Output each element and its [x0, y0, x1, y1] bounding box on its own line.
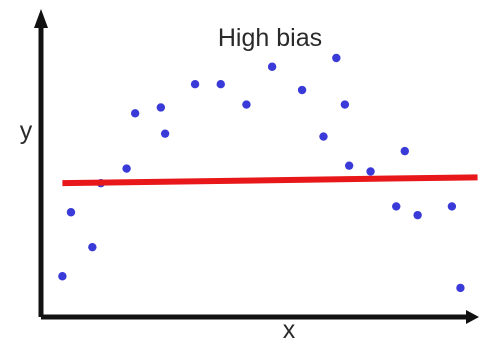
data-point	[122, 164, 131, 173]
x-axis-arrow-icon	[466, 310, 479, 324]
data-point	[413, 210, 422, 220]
data-point	[297, 85, 307, 95]
data-point	[216, 80, 225, 89]
data-point	[447, 202, 457, 211]
y-axis-label: y	[20, 117, 33, 145]
data-point	[366, 167, 375, 176]
data-point	[190, 80, 200, 89]
chart-title: High bias	[218, 24, 322, 52]
axes	[34, 9, 479, 324]
fit-line	[62, 174, 478, 187]
data-point	[344, 161, 354, 170]
data-point	[319, 132, 328, 141]
y-axis-arrow-icon	[34, 9, 48, 28]
data-point	[340, 100, 350, 109]
data-point	[392, 202, 401, 211]
data-point	[160, 129, 170, 138]
data-point	[332, 53, 341, 63]
fit-line-layer	[62, 174, 478, 187]
data-point	[156, 103, 166, 112]
x-axis-label: x	[283, 316, 296, 344]
data-points	[58, 53, 465, 293]
data-point	[267, 62, 277, 71]
data-point	[58, 272, 67, 281]
data-point	[130, 109, 140, 118]
data-point	[88, 242, 97, 252]
data-point	[400, 146, 409, 156]
data-point	[456, 283, 465, 293]
data-point	[66, 208, 76, 217]
data-point	[242, 100, 251, 109]
